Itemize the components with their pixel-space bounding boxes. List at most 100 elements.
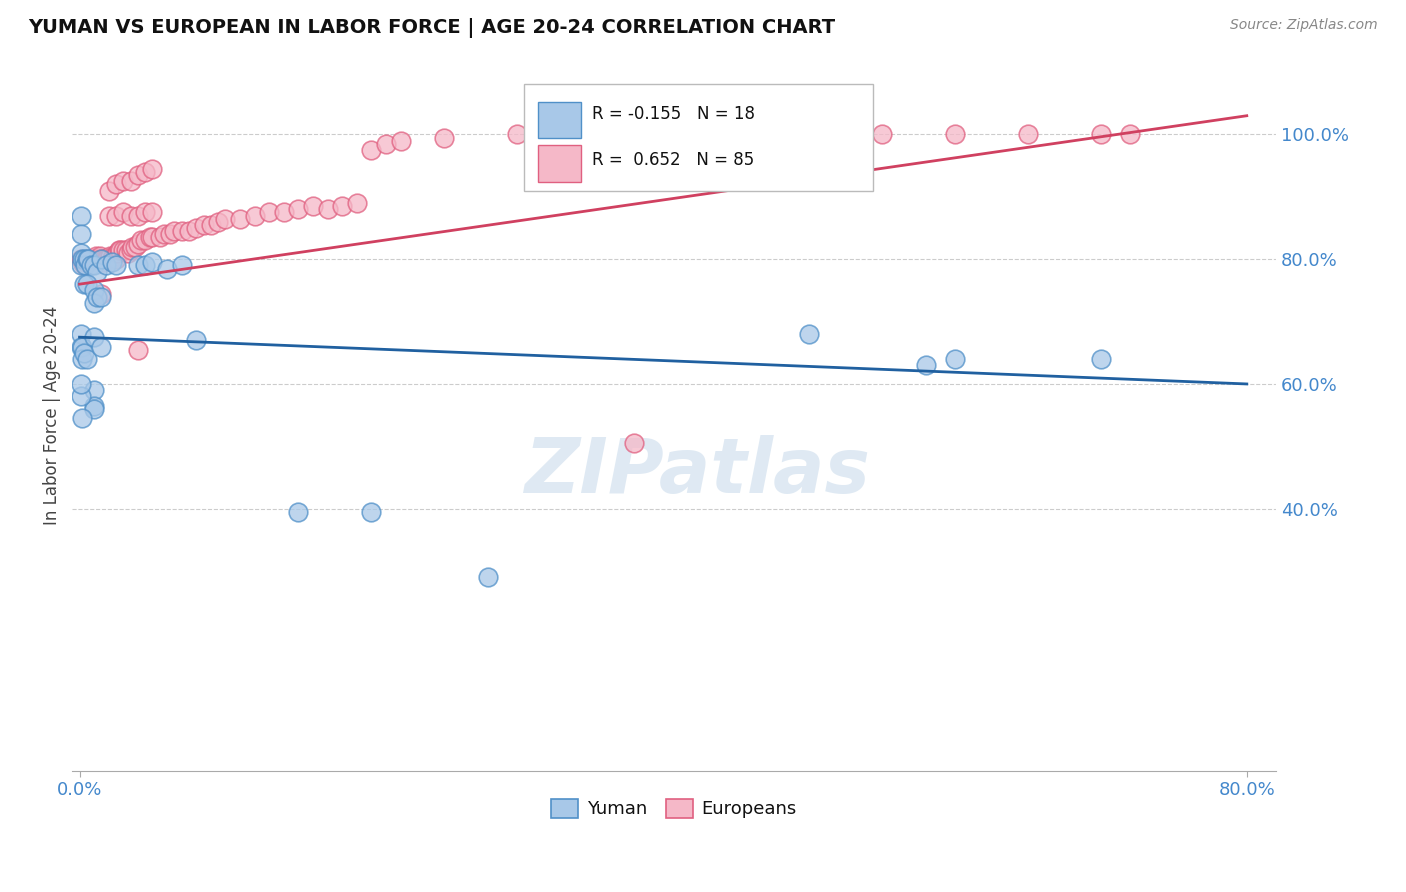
Point bbox=[1090, 351, 1112, 366]
Point bbox=[76, 351, 98, 366]
Point bbox=[105, 209, 128, 223]
Point bbox=[84, 249, 107, 263]
Point bbox=[112, 205, 135, 219]
Point bbox=[214, 211, 236, 226]
Point bbox=[101, 249, 124, 263]
Point bbox=[70, 376, 93, 391]
Point bbox=[97, 184, 120, 198]
Point bbox=[91, 255, 114, 269]
Point bbox=[70, 209, 93, 223]
Point bbox=[86, 252, 108, 267]
Point bbox=[725, 128, 748, 142]
Point bbox=[90, 252, 112, 267]
Point bbox=[82, 252, 104, 267]
Point bbox=[346, 196, 368, 211]
Point bbox=[330, 199, 353, 213]
Point bbox=[72, 255, 94, 269]
Point bbox=[105, 178, 128, 192]
Legend: Yuman, Europeans: Yuman, Europeans bbox=[544, 792, 804, 826]
Point bbox=[141, 255, 163, 269]
Point bbox=[72, 339, 94, 353]
Point bbox=[134, 234, 156, 248]
Point bbox=[83, 383, 105, 397]
Point bbox=[70, 327, 93, 342]
Point bbox=[117, 246, 139, 260]
Point bbox=[121, 240, 143, 254]
Point bbox=[90, 290, 112, 304]
Point bbox=[76, 252, 98, 267]
Point bbox=[127, 168, 149, 182]
Point bbox=[83, 401, 105, 416]
Point bbox=[134, 205, 156, 219]
Point bbox=[273, 205, 295, 219]
Point bbox=[1017, 128, 1039, 142]
Point bbox=[186, 333, 208, 347]
Point bbox=[243, 209, 266, 223]
Point bbox=[159, 227, 181, 242]
Point bbox=[943, 128, 966, 142]
Point bbox=[70, 227, 93, 242]
Point bbox=[316, 202, 339, 217]
Point bbox=[153, 227, 176, 242]
Point bbox=[177, 224, 200, 238]
Point bbox=[257, 205, 280, 219]
Point bbox=[83, 296, 105, 310]
Point bbox=[374, 136, 396, 151]
Point bbox=[141, 205, 163, 219]
Point bbox=[170, 224, 193, 238]
Point bbox=[110, 243, 132, 257]
FancyBboxPatch shape bbox=[523, 85, 873, 191]
Point bbox=[97, 209, 120, 223]
Point bbox=[943, 351, 966, 366]
Point bbox=[77, 252, 100, 267]
Point bbox=[120, 174, 142, 188]
Point bbox=[98, 249, 121, 263]
Point bbox=[138, 230, 160, 244]
Point bbox=[134, 259, 156, 273]
Point bbox=[127, 209, 149, 223]
Point bbox=[76, 252, 98, 267]
Point bbox=[797, 128, 820, 142]
Point bbox=[103, 249, 125, 263]
Point bbox=[70, 339, 93, 353]
Point bbox=[70, 246, 93, 260]
Point bbox=[77, 255, 100, 269]
Point bbox=[124, 240, 146, 254]
Point bbox=[72, 252, 94, 267]
Point bbox=[83, 330, 105, 344]
Point bbox=[389, 134, 412, 148]
Point bbox=[477, 570, 499, 584]
Point bbox=[120, 209, 142, 223]
Point bbox=[156, 261, 179, 276]
Point bbox=[163, 224, 186, 238]
Point bbox=[433, 130, 456, 145]
Point bbox=[506, 128, 529, 142]
Point bbox=[112, 243, 135, 257]
Point bbox=[75, 259, 97, 273]
Point bbox=[79, 252, 101, 267]
Point bbox=[94, 259, 117, 273]
Point bbox=[115, 243, 138, 257]
Point bbox=[76, 277, 98, 292]
Point bbox=[287, 505, 309, 519]
Point bbox=[70, 252, 93, 267]
Point bbox=[302, 199, 325, 213]
Point bbox=[207, 215, 229, 229]
Point bbox=[97, 252, 120, 267]
Point bbox=[100, 255, 122, 269]
Point bbox=[108, 243, 131, 257]
Point bbox=[72, 351, 94, 366]
Point bbox=[83, 252, 105, 267]
Point bbox=[70, 389, 93, 403]
Text: ZIPatlas: ZIPatlas bbox=[526, 435, 872, 509]
Point bbox=[72, 411, 94, 425]
Point bbox=[141, 230, 163, 244]
Point bbox=[83, 284, 105, 298]
Point bbox=[94, 252, 117, 267]
Point bbox=[87, 252, 110, 267]
Point bbox=[73, 277, 96, 292]
Text: R = -0.155   N = 18: R = -0.155 N = 18 bbox=[592, 105, 755, 123]
Point bbox=[287, 202, 309, 217]
Point bbox=[90, 252, 112, 267]
Point bbox=[229, 211, 252, 226]
